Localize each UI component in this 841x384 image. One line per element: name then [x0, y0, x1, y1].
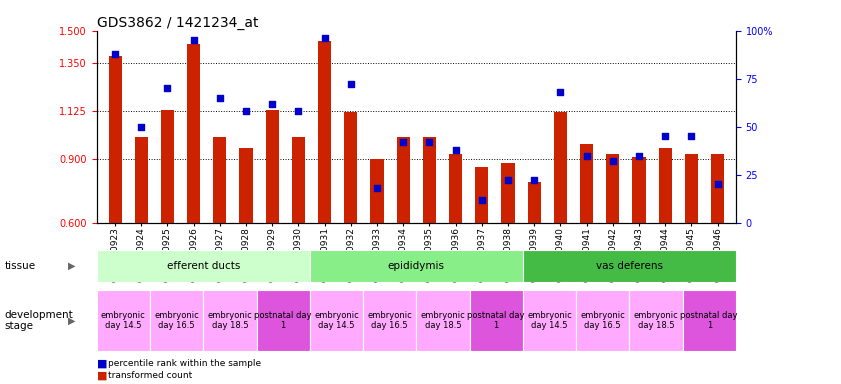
Point: [213, 95, 226, 101]
Bar: [161, 110, 174, 223]
Bar: [580, 144, 593, 223]
Bar: [659, 148, 672, 223]
Bar: [527, 182, 541, 223]
Text: efferent ducts: efferent ducts: [167, 261, 240, 271]
Text: embryonic
day 18.5: embryonic day 18.5: [420, 311, 465, 330]
Text: tissue: tissue: [4, 261, 35, 271]
Bar: [309, 290, 363, 351]
Point: [266, 101, 279, 107]
Bar: [606, 154, 619, 223]
Text: development
stage: development stage: [4, 310, 73, 331]
Bar: [150, 290, 204, 351]
Bar: [370, 159, 383, 223]
Text: postnatal day
1: postnatal day 1: [468, 311, 525, 330]
Text: postnatal day
1: postnatal day 1: [680, 311, 738, 330]
Text: ▶: ▶: [68, 261, 75, 271]
Text: embryonic
day 16.5: embryonic day 16.5: [368, 311, 412, 330]
Bar: [685, 154, 698, 223]
Text: ▶: ▶: [68, 316, 75, 326]
Bar: [523, 250, 736, 282]
Text: GDS3862 / 1421234_at: GDS3862 / 1421234_at: [97, 16, 258, 30]
Point: [475, 197, 489, 203]
Text: embryonic
day 14.5: embryonic day 14.5: [527, 311, 572, 330]
Bar: [135, 137, 148, 223]
Bar: [292, 137, 305, 223]
Text: transformed count: transformed count: [108, 371, 192, 380]
Bar: [469, 290, 523, 351]
Text: embryonic
day 18.5: embryonic day 18.5: [208, 311, 252, 330]
Point: [108, 51, 122, 57]
Bar: [711, 154, 724, 223]
Point: [553, 89, 567, 95]
Bar: [266, 110, 278, 223]
Bar: [683, 290, 736, 351]
Bar: [397, 137, 410, 223]
Bar: [449, 154, 463, 223]
Point: [187, 37, 200, 43]
Bar: [632, 157, 646, 223]
Bar: [363, 290, 416, 351]
Text: embryonic
day 14.5: embryonic day 14.5: [101, 311, 145, 330]
Point: [527, 177, 541, 184]
Point: [292, 108, 305, 114]
Point: [501, 177, 515, 184]
Point: [318, 35, 331, 41]
Bar: [214, 137, 226, 223]
Bar: [187, 43, 200, 223]
Text: ■: ■: [97, 358, 107, 368]
Bar: [344, 112, 357, 223]
Point: [370, 185, 383, 191]
Bar: [416, 290, 469, 351]
Point: [449, 147, 463, 153]
Bar: [629, 290, 683, 351]
Point: [685, 133, 698, 139]
Text: epididymis: epididymis: [388, 261, 445, 271]
Bar: [576, 290, 629, 351]
Bar: [257, 290, 309, 351]
Bar: [523, 290, 576, 351]
Bar: [97, 290, 150, 351]
Point: [632, 152, 646, 159]
Point: [711, 181, 724, 187]
Bar: [475, 167, 489, 223]
Point: [344, 81, 357, 88]
Text: embryonic
day 16.5: embryonic day 16.5: [580, 311, 625, 330]
Bar: [108, 56, 122, 223]
Text: embryonic
day 14.5: embryonic day 14.5: [314, 311, 359, 330]
Point: [135, 124, 148, 130]
Point: [579, 152, 593, 159]
Text: vas deferens: vas deferens: [595, 261, 663, 271]
Point: [423, 139, 436, 145]
Point: [161, 85, 174, 91]
Point: [240, 108, 253, 114]
Bar: [204, 290, 257, 351]
Bar: [554, 112, 567, 223]
Text: embryonic
day 18.5: embryonic day 18.5: [633, 311, 679, 330]
Bar: [97, 250, 309, 282]
Point: [606, 158, 620, 164]
Bar: [240, 148, 252, 223]
Point: [659, 133, 672, 139]
Bar: [423, 137, 436, 223]
Text: postnatal day
1: postnatal day 1: [254, 311, 312, 330]
Text: ■: ■: [97, 371, 107, 381]
Point: [396, 139, 410, 145]
Bar: [309, 250, 523, 282]
Text: percentile rank within the sample: percentile rank within the sample: [108, 359, 261, 368]
Bar: [501, 163, 515, 223]
Bar: [318, 41, 331, 223]
Text: embryonic
day 16.5: embryonic day 16.5: [154, 311, 199, 330]
